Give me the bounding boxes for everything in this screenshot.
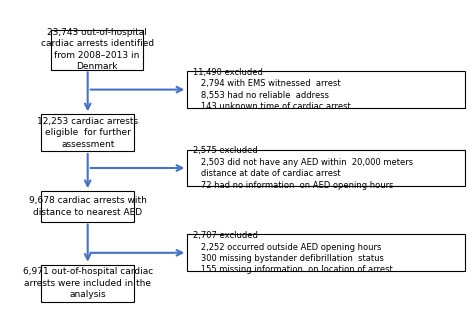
Bar [41, 191, 134, 221]
Bar [41, 265, 134, 301]
Text: 12,253 cardiac arrests
eligible  for further
assessment: 12,253 cardiac arrests eligible for furt… [37, 117, 138, 149]
Bar [187, 234, 465, 271]
Bar [41, 115, 134, 151]
Bar [187, 150, 465, 186]
Bar [187, 71, 465, 108]
Text: 9,678 cardiac arrests with
distance to nearest AED: 9,678 cardiac arrests with distance to n… [29, 196, 146, 217]
Bar [51, 30, 143, 70]
Text: 11,490 excluded
   2,794 with EMS witnessed  arrest
   8,553 had no reliable  ad: 11,490 excluded 2,794 with EMS witnessed… [193, 68, 351, 111]
Text: 6,971 out-of-hospital cardiac
arrests were included in the
analysis: 6,971 out-of-hospital cardiac arrests we… [23, 267, 153, 299]
Text: 23,743 out-of-hospital
cardiac arrests identified
from 2008–2013 in
Denmark: 23,743 out-of-hospital cardiac arrests i… [41, 28, 154, 71]
Text: 2,575 excluded
   2,503 did not have any AED within  20,000 meters
   distance a: 2,575 excluded 2,503 did not have any AE… [193, 146, 413, 190]
Text: 2,707 excluded
   2,252 occurred outside AED opening hours
   300 missing bystan: 2,707 excluded 2,252 occurred outside AE… [193, 231, 392, 275]
